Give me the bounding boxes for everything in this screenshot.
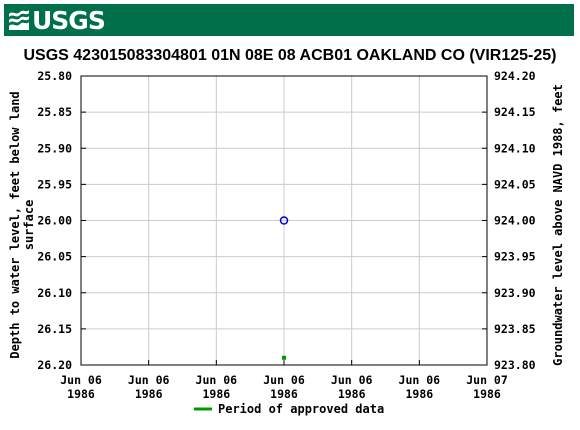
usgs-logo-text: USGS — [32, 5, 106, 35]
y-right-tick-labels: 924.20 924.15 924.10 924.05 924.00 923.95 923.… — [482, 69, 536, 372]
x-tick-label-year: 1986 — [135, 387, 163, 401]
y-left-tick-label: 26.20 — [37, 358, 72, 372]
usgs-logo[interactable]: USGS — [8, 5, 106, 35]
y-left-axis-title-line-2: surface — [22, 200, 36, 251]
x-tick-label-date: Jun 06 — [196, 373, 238, 387]
y-right-tick-label: 924.15 — [494, 105, 536, 119]
x-tick-label-date: Jun 07 — [466, 373, 508, 387]
y-right-tick-label: 923.80 — [494, 358, 536, 372]
x-tick-label-year: 1986 — [270, 387, 298, 401]
x-tick-label-date: Jun 06 — [331, 373, 373, 387]
y-left-tick-label: 25.95 — [37, 177, 72, 191]
y-left-tick-label: 26.10 — [37, 286, 72, 300]
y-right-tick-label: 924.00 — [494, 214, 536, 228]
y-left-tick-label: 25.90 — [37, 141, 72, 155]
x-tick-label-date: Jun 06 — [399, 373, 441, 387]
x-tick-label-year: 1986 — [202, 387, 230, 401]
x-tick-label-year: 1986 — [405, 387, 433, 401]
y-right-tick-label: 924.05 — [494, 177, 536, 191]
data-point — [279, 216, 289, 225]
y-right-tick-label: 924.20 — [494, 69, 536, 83]
y-left-tick-label: 26.00 — [37, 214, 72, 228]
grid — [80, 75, 488, 366]
approved-period-mark — [282, 355, 286, 360]
y-left-tick-labels: 25.80 25.85 25.90 25.95 26.00 26.05 26.10 26.15… — [37, 69, 86, 372]
x-tick-label-date: Jun 06 — [128, 373, 170, 387]
y-left-tick-label: 25.85 — [37, 105, 72, 119]
y-right-tick-label: 924.10 — [494, 141, 536, 155]
x-tick-label-year: 1986 — [338, 387, 366, 401]
y-left-axis-title-line-1: Depth to water level, feet below land — [8, 91, 22, 358]
y-left-tick-label: 25.80 — [37, 69, 72, 83]
x-tick-label-date: Jun 06 — [263, 373, 305, 387]
legend-approved-label: Period of approved data — [218, 402, 384, 416]
y-right-tick-label: 923.85 — [494, 322, 536, 336]
y-left-tick-label: 26.05 — [37, 250, 72, 264]
usgs-wave-icon — [9, 10, 29, 30]
x-tick-label-date: Jun 06 — [60, 373, 102, 387]
legend: Period of approved data — [194, 402, 384, 416]
y-right-tick-label: 923.95 — [494, 250, 536, 264]
x-tick-label-year: 1986 — [473, 387, 501, 401]
usgs-banner: USGS — [4, 4, 574, 36]
y-right-tick-label: 923.90 — [494, 286, 536, 300]
chart-title: USGS 423015083304801 01N 08E 08 ACB01 OA… — [23, 47, 556, 64]
y-right-axis-title: Groundwater level above NAVD 1988, feet — [551, 84, 565, 366]
x-tick-label-year: 1986 — [67, 387, 95, 401]
y-left-tick-label: 26.15 — [37, 322, 72, 336]
data-marks — [279, 216, 289, 360]
